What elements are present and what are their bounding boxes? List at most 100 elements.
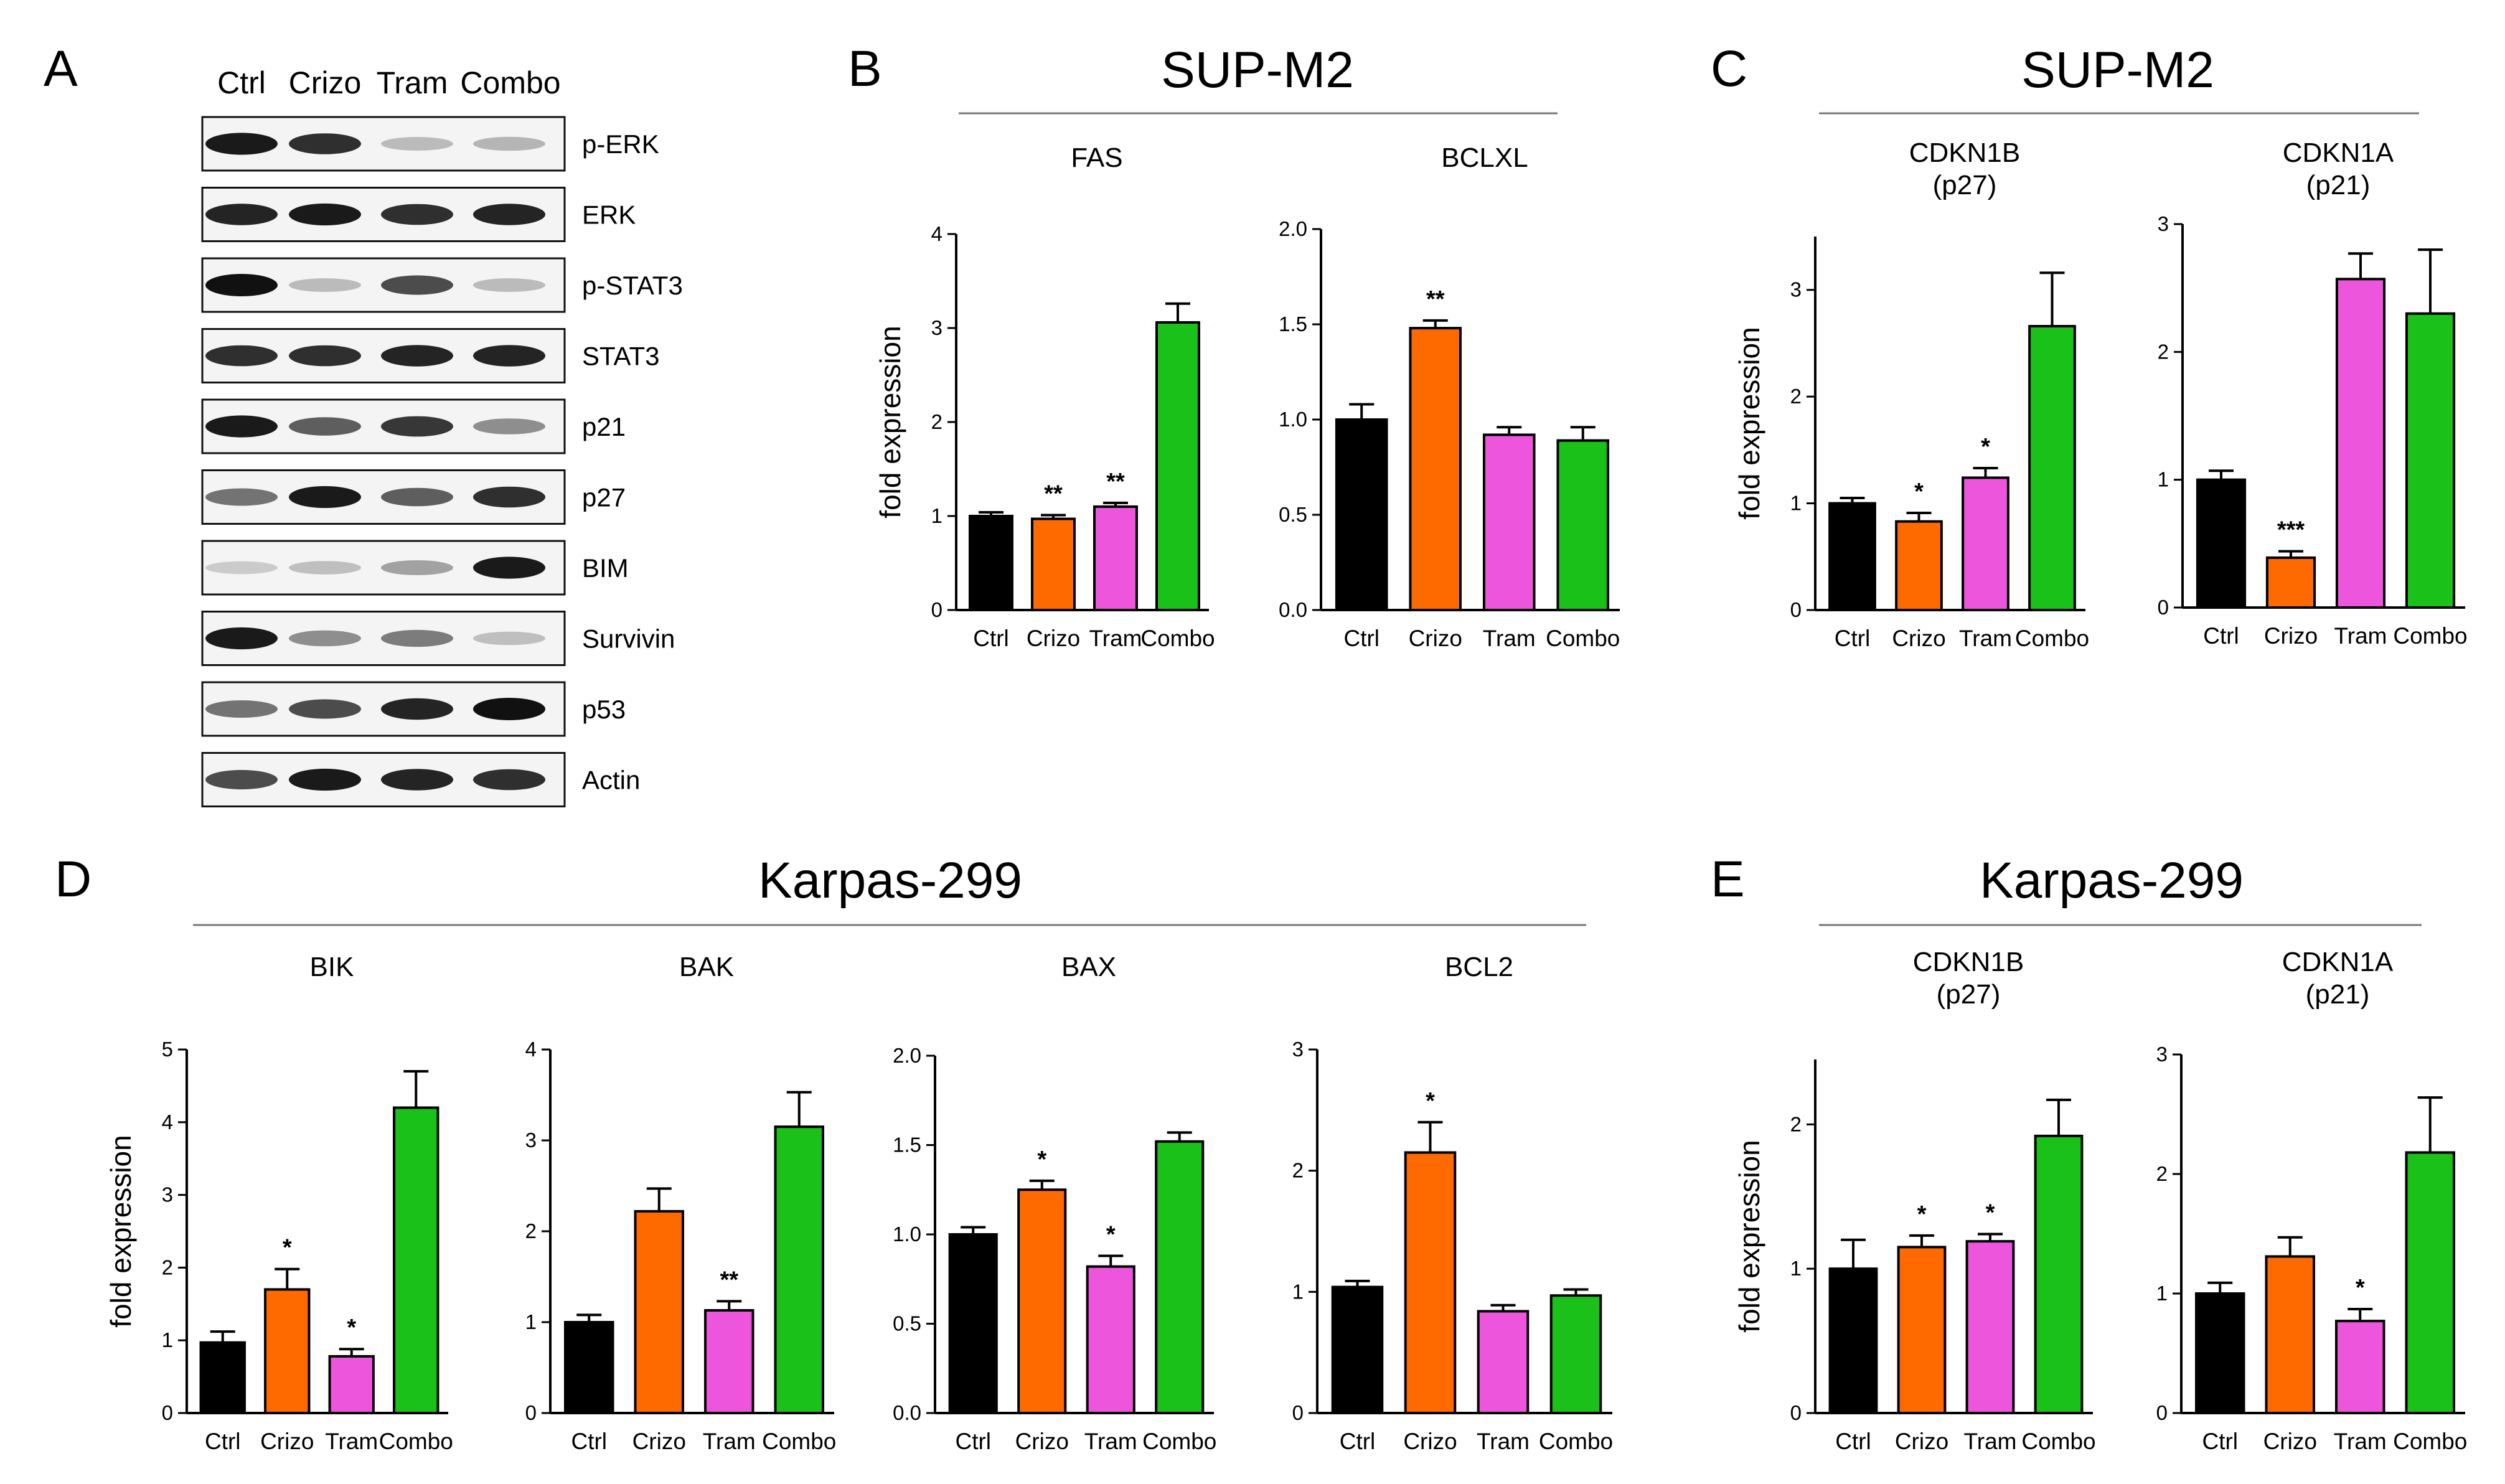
y-tick-label: 0 [162,1401,173,1424]
y-tick-label: 5 [162,1038,173,1061]
blot-band [473,698,545,720]
y-tick-label: 2 [1292,1159,1304,1182]
bar-ctrl [1828,502,1876,611]
group-title-c: SUP-M2 [2021,42,2214,98]
x-category-label: Combo [2021,1429,2095,1454]
bar-tram [1965,1240,2015,1414]
blot-protein-label: Survivin [582,624,675,654]
blot-band [473,278,545,292]
bar-ctrl [2195,1292,2245,1414]
chart-title: BAX [1061,952,1116,982]
blot-band [473,136,545,151]
panel-letter-b: B [848,40,882,97]
y-tick-label: 2.0 [893,1044,921,1067]
x-category-label: Combo [1140,626,1215,651]
x-category-label: Ctrl [973,626,1009,651]
x-category-label: Combo [2393,623,2467,649]
blot-band [381,416,453,437]
blot-band [205,488,278,506]
y-tick-label: 1 [1292,1280,1304,1303]
bar-combo [1549,1294,1602,1414]
blot-band [205,769,278,790]
y-tick-label: 4 [931,222,942,245]
blot-band [381,769,453,791]
blot-band [289,203,361,226]
bar-chart-bclxl: BCLXL 0.0 0.5 1.0 1.5 2.0 Ctrl ** Crizo Tram Combo [1279,143,1620,651]
y-tick-label: 1.0 [893,1223,921,1246]
blot-band [473,631,545,646]
bar-tram [1962,476,2009,612]
bar-combo [1155,321,1200,611]
x-category-label: Crizo [1892,626,1945,651]
significance-marker: * [1981,434,1990,460]
blot-band [205,627,278,650]
blot-band [473,204,545,225]
significance-marker: * [1426,1088,1435,1114]
chart-title: BCLXL [1441,143,1528,173]
bar-chart-cdkn1a: CDKN1A(p21) 0 1 2 3 Ctrl *** Crizo Tram Combo [2158,138,2468,649]
x-category-label: Ctrl [1340,1429,1376,1454]
y-axis-label: fold expression [105,1135,137,1327]
y-tick-label: 0.5 [1279,503,1307,526]
y-axis-label: fold expression [874,326,906,518]
bar-tram [1482,433,1536,611]
blot-band [289,133,361,154]
blot-band [473,486,545,508]
bar-ctrl [1335,418,1388,611]
bar-tram [1093,505,1138,612]
significance-marker: ** [1106,469,1125,495]
x-category-label: Ctrl [205,1429,241,1454]
blot-lane-label: Crizo [289,65,362,100]
bar-combo [2028,325,2076,611]
bar-crizo [2265,1255,2315,1414]
y-tick-label: 2.0 [1279,217,1307,240]
x-category-label: Combo [2015,626,2089,651]
y-tick-label: 0.0 [1279,598,1307,621]
chart-title: CDKN1A [2283,138,2394,168]
blot-protein-label: p27 [582,483,626,512]
blot-band [205,700,278,718]
y-tick-label: 3 [525,1129,537,1152]
bar-ctrl [969,515,1013,611]
bar-chart-cdkn1b: CDKN1B(p27) 0 1 2 3 fold expression Ctrl * Crizo… [1733,138,2089,651]
significance-marker: ** [1426,286,1445,312]
x-category-label: Crizo [2264,623,2318,649]
bar-ctrl [564,1321,614,1414]
y-axis-label: fold expression [1733,327,1765,519]
significance-marker: * [2356,1275,2365,1301]
y-tick-label: 1.5 [1279,312,1307,336]
blot-band [473,769,545,791]
blot-band [289,561,361,575]
bar-chart-bak: BAK 0 1 2 3 4 Ctrl Crizo ** Tram Combo [525,952,837,1454]
x-category-label: Tram [703,1429,756,1454]
blot-protein-label: p53 [582,695,626,724]
blot-band [381,698,453,720]
x-category-label: Tram [2334,623,2387,649]
x-category-label: Ctrl [571,1429,607,1454]
significance-marker: * [1914,479,1924,505]
y-tick-label: 1 [162,1328,173,1351]
y-tick-label: 2 [2158,340,2169,363]
bar-ctrl [199,1341,246,1415]
x-category-label: Ctrl [955,1429,991,1454]
blot-band [473,345,545,367]
y-tick-label: 2 [1790,1112,1802,1135]
blot-band [381,629,453,647]
y-tick-label: 3 [1790,278,1802,301]
y-tick-label: 2 [162,1256,173,1279]
x-category-label: Crizo [1409,626,1462,651]
blot-protein-label: Actin [582,766,640,795]
chart-subtitle: (p21) [2306,979,2370,1010]
panel-letter-a: A [44,40,78,97]
bar-ctrl [2196,478,2247,609]
blot-band [205,561,278,575]
x-category-label: Tram [1959,626,2012,651]
blot-band [205,133,278,155]
chart-title: CDKN1B [1909,138,2021,168]
x-category-label: Combo [1142,1429,1216,1454]
x-category-label: Crizo [1015,1429,1069,1454]
bar-combo [1556,439,1610,611]
blot-band [289,417,361,436]
x-category-label: Ctrl [1835,626,1871,651]
chart-title: BCL2 [1445,952,1513,982]
